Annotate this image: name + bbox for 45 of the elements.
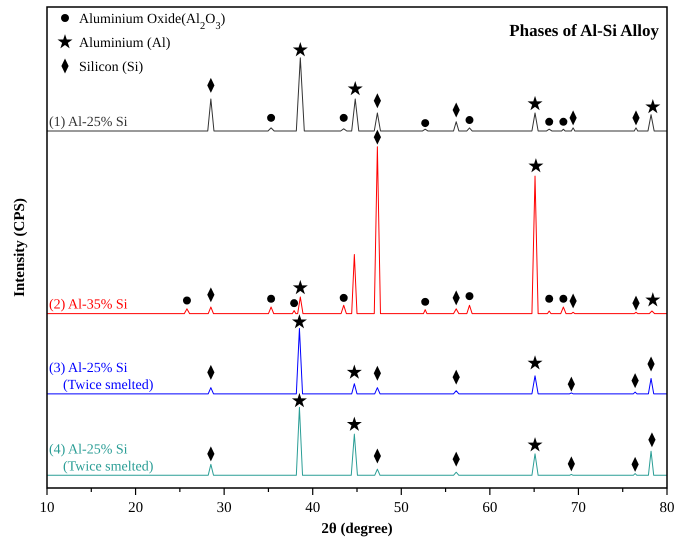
legend-label: Silicon (Si) (79, 60, 144, 75)
point (559, 294, 568, 303)
point (465, 116, 474, 124)
legend-label: Aluminium Oxide(Al$_{2}$O$_{3}$) (79, 12, 226, 32)
x-tick-label: 40 (305, 500, 320, 516)
point (346, 416, 362, 431)
point (292, 392, 307, 408)
series-label: (3) Al-25% Si (Twice smelted) (49, 360, 154, 393)
series-label: (1) Al-25% Si (49, 114, 128, 130)
point (421, 298, 430, 306)
point (292, 314, 307, 328)
x-tick-label: 20 (128, 500, 144, 516)
point (292, 280, 308, 294)
x-tick-label: 50 (394, 500, 409, 516)
y-axis-title: Intensity (CPS) (12, 198, 28, 297)
x-axis-title: 2θ (degree) (321, 521, 393, 537)
x-tick-label: 80 (660, 500, 674, 516)
point (182, 296, 191, 304)
point (267, 114, 276, 122)
point (528, 437, 543, 452)
point (290, 299, 298, 308)
point (340, 294, 348, 302)
point (465, 292, 474, 300)
series-label: (2) Al-35% Si (49, 298, 128, 313)
chart-title: Phases of Al-Si Alloy (509, 21, 660, 40)
point (559, 118, 568, 126)
point (292, 42, 308, 56)
series-label: (4) Al-25% Si (Twice smelted) (49, 442, 154, 474)
point (346, 364, 362, 379)
point (267, 294, 276, 303)
legend-label: Aluminium (Al) (79, 36, 171, 51)
point (528, 158, 544, 172)
point (528, 96, 543, 110)
point (645, 292, 660, 306)
point (545, 294, 554, 303)
x-tick-label: 60 (482, 500, 498, 516)
point (421, 119, 430, 128)
x-tick-label: 70 (570, 500, 586, 516)
point (645, 98, 660, 114)
point (340, 114, 348, 122)
point (528, 355, 543, 370)
point (348, 81, 363, 96)
x-tick-label: 30 (216, 500, 232, 516)
x-tick-label: 10 (40, 500, 54, 516)
point (545, 118, 554, 126)
